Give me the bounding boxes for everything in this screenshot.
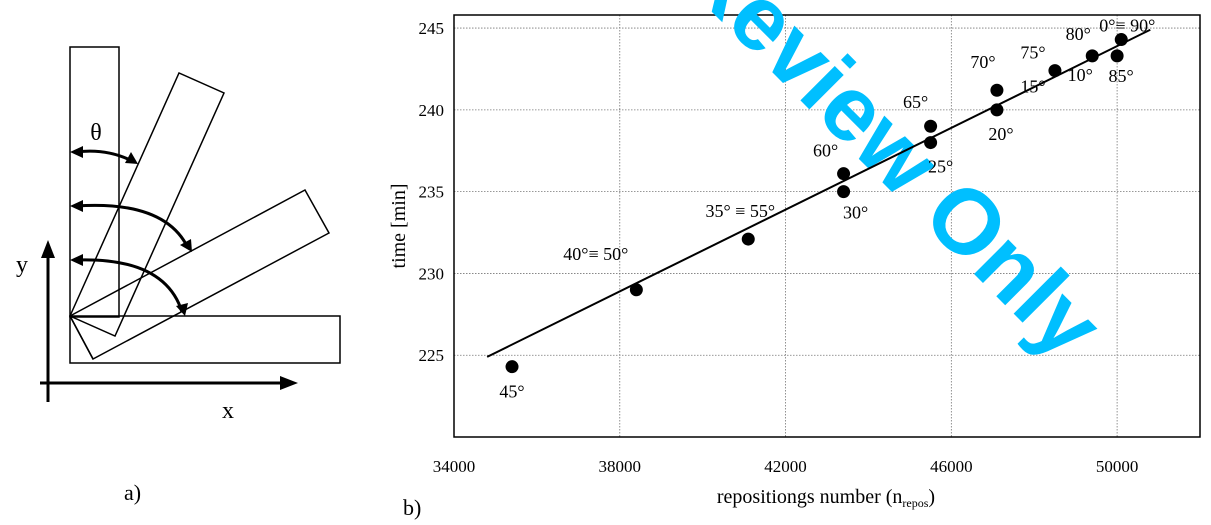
y-tick-label: 225	[419, 346, 445, 365]
point-labels: 45° 40°≡ 50° 35° ≡ 55° 30° 60° 25° 65° 20° 70° 75…	[499, 16, 1155, 402]
y-axis-arrowhead	[41, 240, 55, 258]
x-tick-label: 50000	[1096, 457, 1139, 476]
arrowhead	[70, 146, 83, 158]
data-point	[629, 283, 643, 297]
data-points	[505, 33, 1128, 374]
data-point	[924, 136, 938, 150]
data-point	[1048, 64, 1062, 78]
angle-arc-2	[75, 203, 190, 249]
horizontal-bar	[69, 315, 341, 364]
x-tick-label: 46000	[930, 457, 973, 476]
arrowhead	[70, 200, 83, 212]
x-tick-label: 34000	[433, 457, 476, 476]
angle-arc-1	[75, 149, 135, 164]
bar-rotated-30	[69, 72, 225, 337]
panel-b-chart: 34000 38000 42000 46000 50000 225 230 235 240 245…	[388, 0, 1201, 520]
point-label: 25°	[928, 157, 953, 177]
point-label: 60°	[813, 141, 838, 161]
y-axis-title: time [min]	[388, 184, 410, 269]
point-label: 75°	[1020, 43, 1045, 63]
arrowhead	[125, 152, 138, 164]
watermark: Review Only	[662, 0, 1121, 378]
data-point	[1114, 33, 1128, 47]
y-axis-label: y	[16, 252, 28, 278]
x-axis-arrowhead	[280, 376, 298, 390]
ticks: 34000 38000 42000 46000 50000 225 230 235 240 245	[419, 19, 1139, 476]
y-tick-label: 245	[419, 19, 445, 38]
data-point	[741, 232, 755, 246]
point-label: 30°	[843, 203, 868, 223]
data-point	[924, 119, 938, 133]
panel-a-schematic: θ y x a)	[16, 46, 341, 505]
x-axis-title: repositiongs number (nrepos)	[717, 486, 935, 510]
point-label: 35° ≡ 55°	[705, 201, 775, 221]
point-label: 40°≡ 50°	[563, 244, 628, 264]
arrowhead	[70, 254, 83, 266]
point-label: 0°≡ 90°	[1099, 16, 1155, 36]
data-point	[505, 360, 519, 374]
point-label: 65°	[903, 92, 928, 112]
x-tick-label: 38000	[599, 457, 642, 476]
data-point	[837, 185, 851, 199]
angle-arc-3	[75, 258, 184, 313]
data-point	[1085, 49, 1099, 63]
x-tick-label: 42000	[764, 457, 807, 476]
y-tick-label: 230	[419, 264, 445, 283]
plot-frame	[453, 14, 1201, 438]
arrowhead	[176, 303, 188, 316]
data-point	[990, 83, 1004, 97]
x-axis-label: x	[222, 398, 234, 424]
point-label: 10°	[1068, 65, 1093, 85]
y-tick-label: 235	[419, 183, 445, 202]
x-axis-title-main: repositiongs number (n	[717, 486, 903, 508]
arrowhead	[180, 239, 192, 252]
data-point	[990, 103, 1004, 117]
x-axis-title-subscript: repos	[902, 496, 928, 510]
data-point	[837, 167, 851, 181]
point-label: 20°	[988, 124, 1013, 144]
x-axis-title-end: )	[928, 486, 935, 508]
point-label: 70°	[970, 52, 995, 72]
fit-line	[486, 28, 1151, 358]
point-label: 45°	[499, 382, 524, 402]
vertical-bar	[69, 46, 120, 318]
y-tick-label: 240	[419, 101, 445, 120]
pivot-diagonal	[69, 315, 94, 360]
theta-label: θ	[90, 120, 102, 146]
data-point	[1110, 49, 1124, 63]
grid	[454, 15, 1200, 437]
point-label: 15°	[1020, 77, 1045, 97]
point-label: 80°	[1066, 24, 1091, 44]
panel-a-label: a)	[124, 480, 141, 505]
point-label: 85°	[1109, 66, 1134, 86]
panel-b-label: b)	[403, 495, 421, 520]
